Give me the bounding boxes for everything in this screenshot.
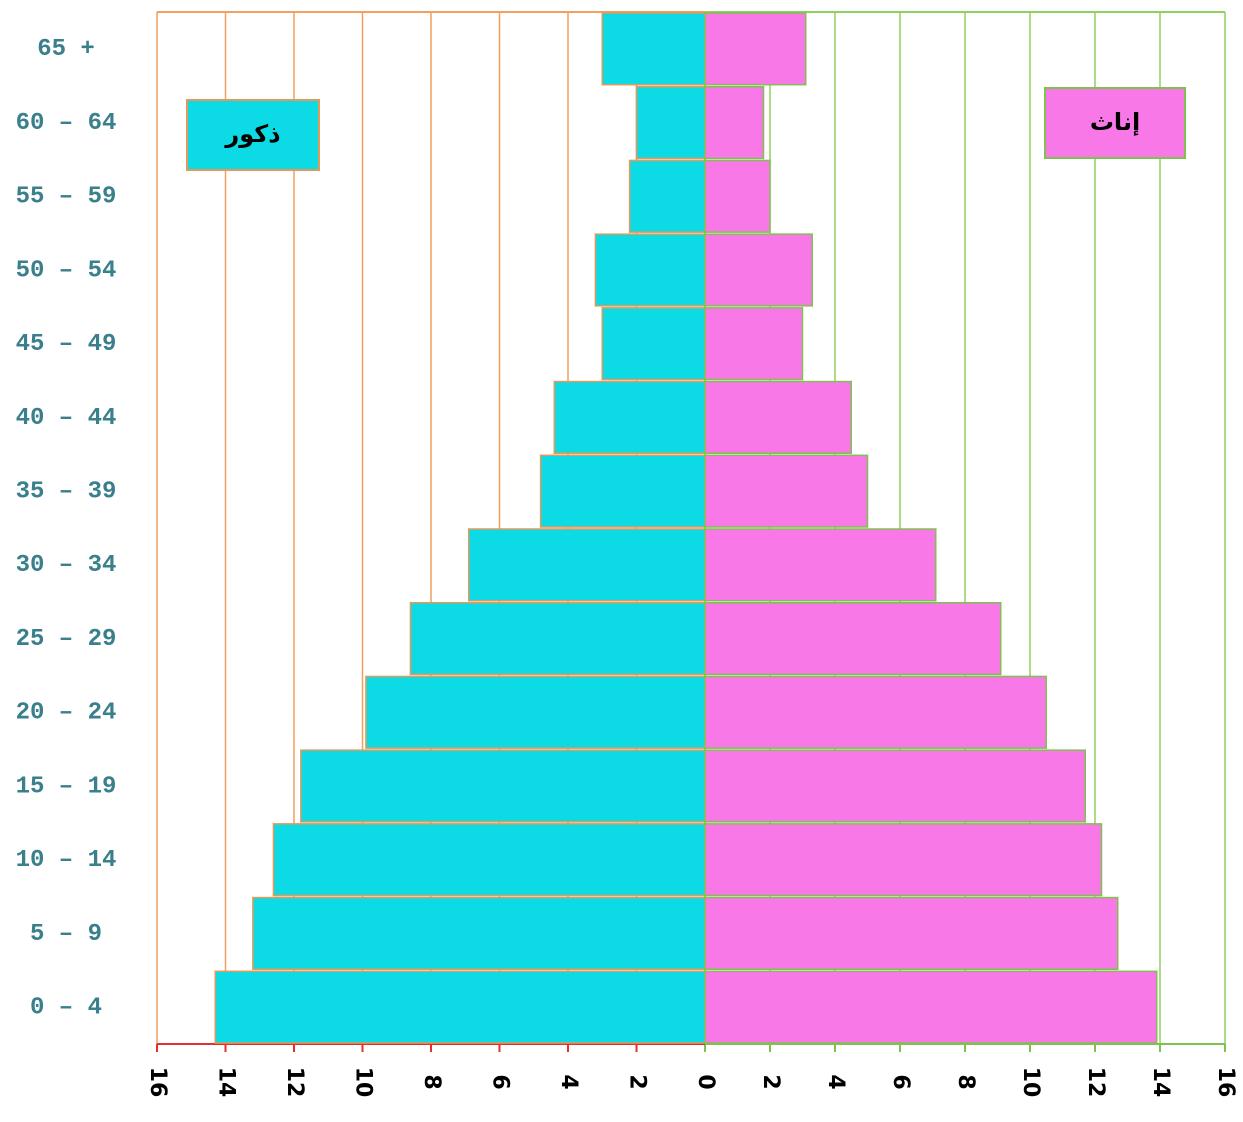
bar: [601, 307, 706, 381]
x-tick-label: 8: [953, 1074, 978, 1089]
bar: [409, 601, 706, 676]
legend-box: [1044, 87, 1186, 159]
bar: [704, 12, 807, 86]
x-tick-label: 4: [556, 1074, 581, 1089]
legend-label: إناث: [1090, 108, 1140, 136]
y-tick-label: 40 – 44: [16, 405, 117, 432]
y-tick-label: 25 – 29: [16, 626, 117, 653]
y-tick-label: 5 – 9: [30, 921, 102, 948]
x-tick-label: 12: [1083, 1067, 1108, 1098]
bar: [704, 233, 813, 307]
x-tick-label: 16: [1213, 1067, 1238, 1098]
bar: [704, 601, 1002, 676]
x-tick-label: 12: [282, 1067, 307, 1098]
x-tick-label: 10: [351, 1067, 376, 1098]
bar: [601, 12, 706, 86]
bar: [704, 307, 804, 381]
bar: [704, 749, 1086, 823]
y-tick-label: 10 – 14: [16, 847, 117, 874]
y-tick-label: 0 – 4: [30, 994, 102, 1021]
y-tick-label: 35 – 39: [16, 478, 117, 505]
legend-label: ذكور: [224, 120, 280, 148]
x-tick-label: 2: [625, 1074, 650, 1089]
bar: [594, 233, 706, 307]
x-tick-label: 6: [488, 1074, 513, 1089]
y-tick-label: 65 +: [37, 36, 95, 63]
bar: [704, 528, 937, 602]
bar: [704, 970, 1158, 1044]
y-tick-label: 60 – 64: [16, 110, 117, 137]
legend-box: [186, 99, 320, 171]
y-tick-label: 45 – 49: [16, 331, 117, 358]
y-tick-label: 15 – 19: [16, 773, 117, 800]
bar: [252, 896, 706, 971]
bar: [272, 823, 706, 897]
bar: [365, 675, 706, 749]
bar: [628, 159, 706, 233]
x-tick-label: 14: [214, 1067, 239, 1098]
bar: [704, 380, 852, 455]
bar: [704, 454, 869, 528]
x-tick-label: 4: [823, 1074, 848, 1089]
x-tick-label: 0: [693, 1074, 718, 1089]
bar: [539, 454, 706, 528]
bar: [704, 896, 1119, 971]
bar: [467, 528, 706, 602]
bar: [704, 675, 1047, 749]
y-tick-label: 20 – 24: [16, 700, 117, 727]
y-tick-label: 50 – 54: [16, 257, 117, 284]
x-tick-label: 14: [1148, 1067, 1173, 1098]
x-tick-label: 2: [758, 1074, 783, 1089]
bar: [214, 970, 706, 1044]
bar: [704, 823, 1103, 897]
y-tick-label: 55 – 59: [16, 184, 117, 211]
bar: [635, 85, 706, 160]
y-tick-label: 30 – 34: [16, 552, 117, 579]
x-tick-label: 8: [419, 1074, 444, 1089]
x-tick-label: 6: [888, 1074, 913, 1089]
bar: [704, 159, 771, 233]
bar: [553, 380, 706, 455]
x-tick-label: 10: [1018, 1067, 1043, 1098]
x-tick-label: 16: [145, 1067, 170, 1098]
bar: [300, 749, 706, 823]
bar: [704, 85, 765, 160]
